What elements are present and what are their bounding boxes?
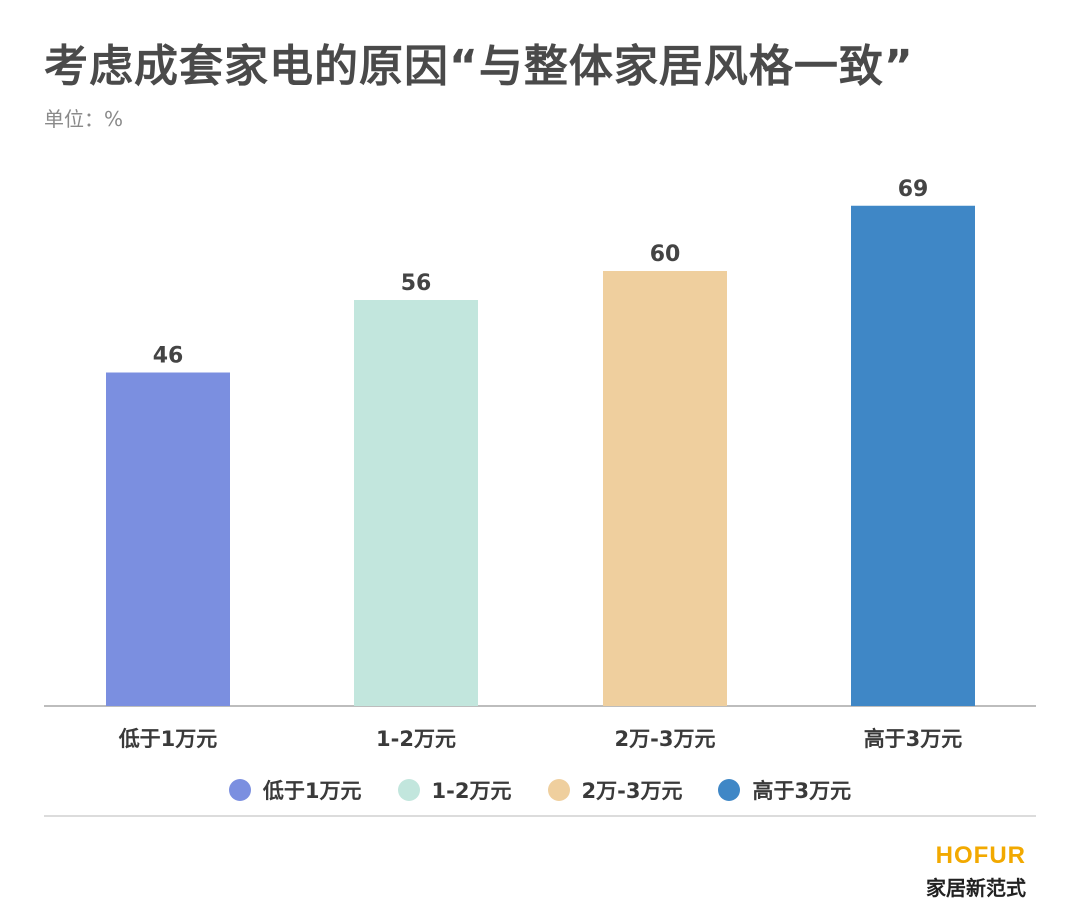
x-tick-label: 高于3万元 <box>864 727 963 751</box>
bar-chart: 46 低于1万元 56 1-2万元 60 2万-3万元 69 高于3万元 <box>44 177 1036 751</box>
legend-label: 高于3万元 <box>752 779 852 803</box>
legend-label: 低于1万元 <box>262 779 362 803</box>
x-tick-label: 2万-3万元 <box>615 727 716 751</box>
data-label: 60 <box>650 242 681 267</box>
bottom-divider <box>44 815 1036 817</box>
legend-swatch <box>228 779 251 801</box>
data-label: 56 <box>401 271 432 296</box>
legend-item: 2万-3万元 <box>547 775 683 805</box>
legend-swatch <box>718 779 741 801</box>
brand-logo: HOFUR <box>935 842 1026 869</box>
brand-block: HOFUR 家居新范式 <box>926 842 1026 901</box>
legend-swatch <box>547 779 570 801</box>
legend-item: 高于3万元 <box>718 775 851 805</box>
data-label: 46 <box>153 344 184 369</box>
bar <box>851 205 975 706</box>
legend-item: 1-2万元 <box>397 775 512 805</box>
chart-title: 考虑成套家电的原因“与整体家居风格一致” <box>44 41 914 92</box>
legend-label: 2万-3万元 <box>581 779 683 803</box>
legend-label: 1-2万元 <box>431 779 512 803</box>
brand-tagline: 家居新范式 <box>926 876 1026 900</box>
legend-swatch <box>397 779 420 801</box>
chart-legend: 低于1万元 1-2万元 2万-3万元 高于3万元 <box>0 772 1080 808</box>
unit-label: 单位：% <box>44 107 124 131</box>
bar <box>603 271 727 706</box>
data-label: 69 <box>898 177 929 202</box>
legend-item: 低于1万元 <box>228 775 362 805</box>
x-tick-label: 低于1万元 <box>118 727 218 751</box>
x-tick-label: 1-2万元 <box>376 727 456 751</box>
bar <box>354 300 478 706</box>
bar <box>106 372 230 706</box>
